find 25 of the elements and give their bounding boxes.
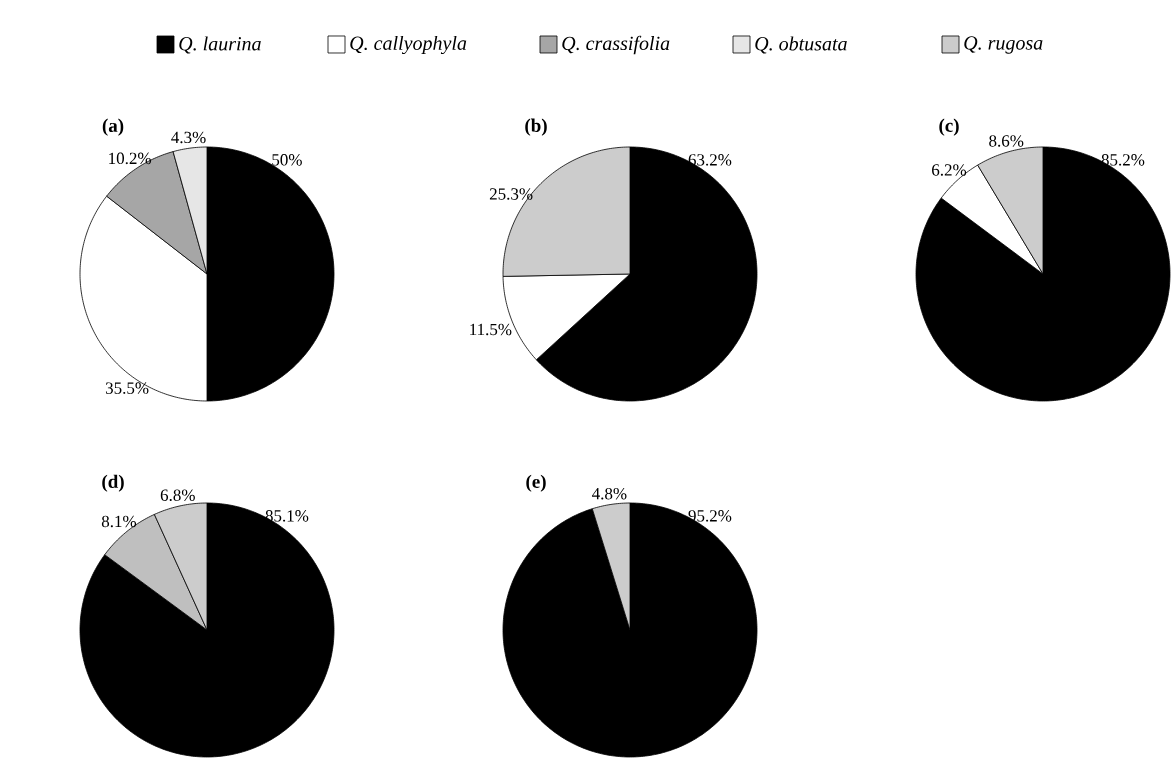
- data-label: 35.5%: [105, 382, 149, 394]
- chart-title: (b): [525, 118, 547, 136]
- legend-label: Q. callyophyla: [350, 35, 467, 55]
- legend-label: Q. rugosa: [964, 36, 1043, 54]
- data-label: 6.2%: [932, 164, 967, 176]
- chart-title: (c): [939, 118, 959, 136]
- chart-title: (e): [526, 474, 546, 492]
- data-label: 11.5%: [470, 323, 512, 336]
- data-label: 50%: [272, 154, 302, 166]
- text: (a): [102, 118, 124, 136]
- data-label: 25.3%: [489, 188, 533, 200]
- legend-label: Q. laurina: [179, 36, 261, 54]
- data-label: 85.2%: [1101, 154, 1145, 166]
- data-label: 4.8%: [592, 487, 627, 500]
- data-label: 4.3%: [171, 131, 206, 144]
- data-label: 10.2%: [109, 152, 151, 165]
- data-label: 6.8%: [160, 489, 195, 501]
- data-label: 63.2%: [688, 154, 732, 166]
- legend-label: Q. crassifolia: [562, 35, 670, 55]
- data-label: 95.2%: [688, 510, 732, 522]
- legend-label: Q. obtusata: [755, 36, 847, 54]
- data-label: 8.6%: [989, 135, 1024, 147]
- data-label: 8.1%: [101, 515, 137, 528]
- chart-title: (d): [102, 474, 124, 492]
- data-label: 85.1%: [265, 510, 309, 522]
